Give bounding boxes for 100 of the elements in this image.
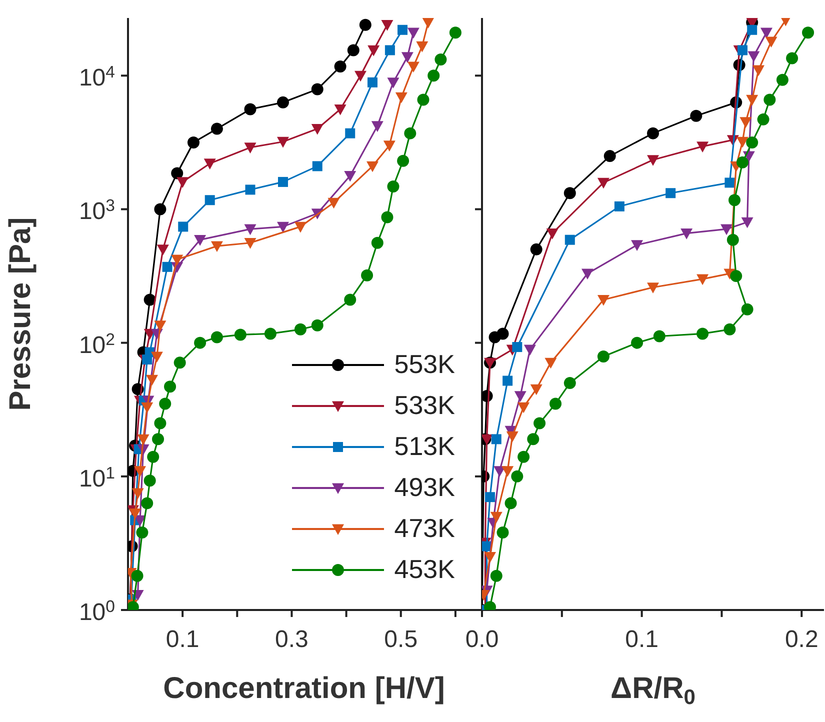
- point: [544, 358, 557, 369]
- point: [234, 328, 246, 341]
- point: [381, 20, 394, 31]
- point: [690, 110, 702, 122]
- point: [210, 331, 223, 344]
- point: [724, 178, 735, 188]
- point: [728, 194, 741, 206]
- point: [581, 268, 594, 280]
- point: [736, 156, 748, 168]
- point: [137, 434, 150, 446]
- point: [171, 254, 184, 266]
- point: [395, 92, 408, 104]
- point: [150, 352, 163, 362]
- point: [752, 65, 764, 76]
- point: [171, 167, 184, 180]
- point: [383, 140, 396, 152]
- point: [156, 244, 169, 256]
- point: [328, 198, 340, 209]
- point: [514, 391, 526, 402]
- point: [381, 211, 394, 224]
- point: [132, 488, 144, 500]
- point: [737, 45, 748, 56]
- x-tick-label: 0.1: [166, 626, 200, 653]
- point: [387, 180, 400, 192]
- point: [278, 176, 288, 187]
- point: [129, 508, 142, 520]
- point: [311, 124, 324, 135]
- point: [512, 342, 522, 352]
- point: [194, 336, 206, 349]
- point: [371, 121, 384, 132]
- point: [159, 398, 172, 410]
- point: [204, 158, 216, 170]
- point: [747, 24, 758, 35]
- point: [496, 526, 509, 539]
- legend-label: 493K: [394, 472, 455, 503]
- point: [720, 224, 733, 236]
- point: [647, 155, 659, 166]
- point: [174, 356, 186, 369]
- point: [210, 122, 223, 135]
- point: [564, 187, 576, 200]
- point: [631, 240, 644, 251]
- y-tick-label: 10$^{4}$: [78, 62, 115, 92]
- point: [518, 450, 530, 463]
- point: [741, 217, 754, 228]
- point: [490, 512, 502, 523]
- point: [524, 344, 536, 356]
- point: [294, 323, 306, 336]
- point: [398, 24, 408, 35]
- x-axis-title: Concentration [H/V]: [163, 672, 445, 705]
- point: [276, 96, 289, 108]
- point: [245, 184, 256, 195]
- point: [765, 36, 778, 48]
- y-tick-label: 10$^{2}$: [78, 330, 115, 359]
- point: [407, 62, 420, 73]
- point: [311, 319, 324, 332]
- point: [397, 154, 410, 167]
- point: [361, 269, 374, 282]
- point: [490, 570, 502, 582]
- point: [136, 526, 148, 539]
- y-axis-title: Pressure [Pa]: [4, 217, 37, 411]
- point: [511, 470, 524, 482]
- point: [244, 142, 256, 154]
- point: [147, 450, 160, 463]
- point: [597, 350, 610, 362]
- point: [131, 570, 144, 582]
- point: [604, 150, 616, 162]
- point: [312, 161, 322, 172]
- point: [746, 136, 758, 148]
- point: [746, 94, 758, 106]
- point: [502, 376, 513, 386]
- y-tick-label: 10$^{1}$: [78, 464, 115, 492]
- point: [141, 402, 154, 414]
- point: [760, 28, 772, 39]
- point: [141, 497, 154, 510]
- point: [417, 94, 430, 106]
- point: [786, 52, 798, 64]
- point: [653, 330, 666, 342]
- point: [484, 492, 495, 502]
- point: [152, 433, 164, 446]
- point: [647, 282, 659, 294]
- point: [736, 136, 748, 148]
- point: [416, 41, 428, 52]
- point: [740, 117, 752, 128]
- point: [347, 44, 360, 56]
- legend-label: 513K: [394, 431, 455, 462]
- point: [757, 113, 770, 126]
- point: [401, 52, 414, 63]
- point: [404, 127, 416, 140]
- point: [387, 78, 400, 88]
- point: [647, 127, 659, 140]
- point: [484, 552, 496, 563]
- point: [496, 328, 509, 340]
- legend-label: 473K: [394, 513, 455, 544]
- point: [134, 466, 146, 477]
- point: [764, 94, 776, 106]
- point: [434, 54, 447, 66]
- point: [162, 262, 172, 272]
- point: [422, 18, 434, 28]
- x-tick-label: 0.2: [784, 626, 818, 653]
- point: [696, 274, 709, 286]
